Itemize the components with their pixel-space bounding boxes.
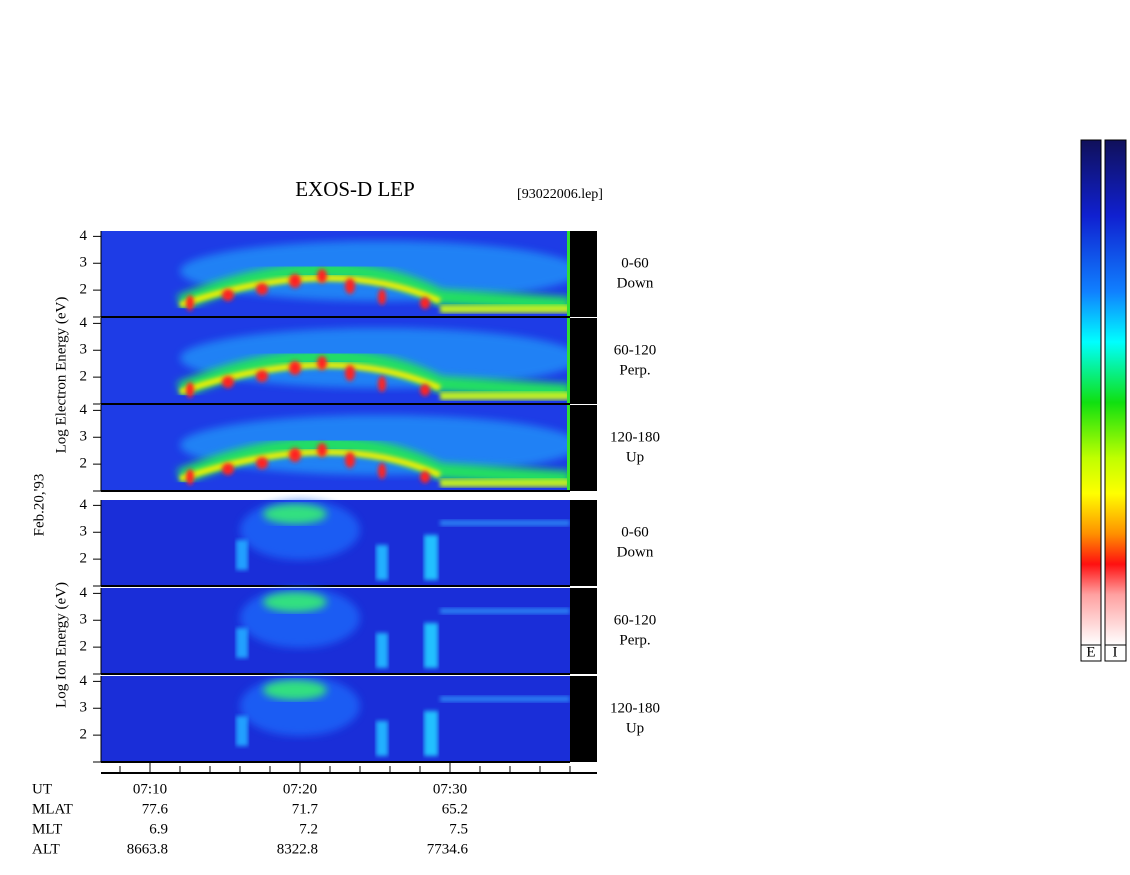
black-region (570, 676, 597, 762)
spectrogram-panel (101, 500, 570, 586)
x-tick-label: 07:10 (133, 781, 167, 797)
y-tick-label: 3 (80, 255, 88, 271)
spectrogram-panel (101, 231, 580, 317)
ephemeris-value: 65.2 (442, 801, 468, 817)
y-tick-label: 2 (80, 282, 88, 298)
ephemeris-label: MLT (32, 821, 62, 837)
pitch-direction: Perp. (619, 362, 650, 378)
y-tick-label: 4 (80, 497, 88, 513)
title: EXOS-D LEP (295, 177, 415, 201)
y-tick-label: 2 (80, 639, 88, 655)
ephemeris-value: 7734.6 (427, 841, 469, 857)
ephemeris-label: ALT (32, 841, 60, 857)
pitch-direction: Up (626, 720, 644, 736)
colorbar (1104, 139, 1127, 646)
colorbar-box (1104, 644, 1127, 662)
ephemeris-value: 7.5 (449, 821, 468, 837)
pitch-direction: Perp. (619, 632, 650, 648)
pitch-range: 0-60 (621, 255, 649, 271)
ephemeris-value: 6.9 (149, 821, 168, 837)
x-tick-label: 07:20 (283, 781, 317, 797)
y-tick-label: 3 (80, 700, 88, 716)
y-tick-label: 2 (80, 456, 88, 472)
date-label: Feb.20,'93 (31, 474, 47, 537)
y-tick-label: 3 (80, 612, 88, 628)
ephemeris-value: 8322.8 (277, 841, 318, 857)
y-tick-label: 3 (80, 429, 88, 445)
pitch-direction: Down (617, 544, 654, 560)
colorbar (1080, 139, 1102, 646)
ion-axis-label: Log Ion Energy (eV) (53, 582, 69, 708)
y-tick-label: 2 (80, 369, 88, 385)
electron-axis-label: Log Electron Energy (eV) (53, 297, 69, 454)
y-tick-label: 4 (80, 585, 88, 601)
pitch-direction: Down (617, 275, 654, 291)
colorbar-label: E (1086, 644, 1095, 660)
y-tick-label: 4 (80, 228, 88, 244)
pitch-range: 60-120 (614, 342, 657, 358)
file-name: [93022006.lep] (517, 187, 603, 202)
y-tick-label: 3 (80, 342, 88, 358)
spectrogram-panel (101, 676, 570, 762)
y-tick-label: 4 (80, 402, 88, 418)
spectrogram-panel (101, 318, 580, 404)
y-tick-label: 2 (80, 727, 88, 743)
pitch-range: 120-180 (610, 700, 660, 716)
ephemeris-value: 77.6 (142, 801, 169, 817)
y-tick-label: 3 (80, 524, 88, 540)
ephemeris-label: UT (32, 781, 52, 797)
y-tick-label: 4 (80, 315, 88, 331)
black-region (570, 231, 597, 317)
pitch-direction: Up (626, 449, 644, 465)
spectrogram-panel (101, 588, 570, 674)
ephemeris-value: 7.2 (299, 821, 318, 837)
ephemeris-value: 71.7 (292, 801, 319, 817)
x-tick-label: 07:30 (433, 781, 467, 797)
pitch-range: 0-60 (621, 524, 649, 540)
colorbar-label: I (1113, 644, 1118, 660)
y-tick-label: 2 (80, 551, 88, 567)
black-region (570, 405, 597, 491)
pitch-range: 60-120 (614, 612, 657, 628)
y-tick-label: 4 (80, 673, 88, 689)
black-region (570, 500, 597, 586)
black-region (570, 318, 597, 404)
spectrogram-panel (101, 405, 580, 491)
ephemeris-label: MLAT (32, 801, 73, 817)
ephemeris-value: 8663.8 (127, 841, 168, 857)
colorbar-box (1080, 644, 1102, 662)
pitch-range: 120-180 (610, 429, 660, 445)
black-region (570, 588, 597, 674)
